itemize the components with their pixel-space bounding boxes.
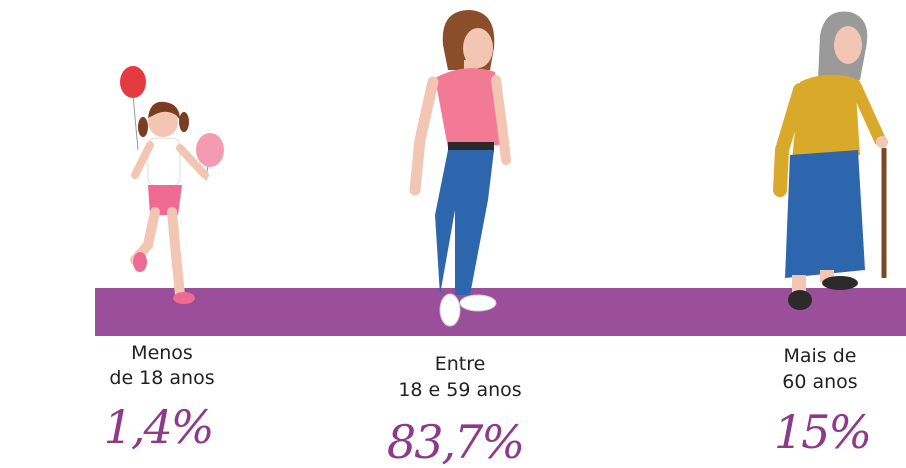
child-figure bbox=[120, 66, 224, 304]
group-percent: 83,7% bbox=[387, 415, 523, 468]
group-label: de 18 anos bbox=[109, 367, 214, 389]
group-percent: 1,4% bbox=[104, 400, 213, 454]
group-label: 60 anos bbox=[782, 371, 857, 393]
elderly-figure bbox=[773, 11, 888, 310]
woman-figure bbox=[409, 10, 511, 327]
group-label: Mais de bbox=[783, 345, 856, 367]
floor-band bbox=[95, 288, 906, 336]
group-label: Menos bbox=[131, 342, 193, 364]
group-label: Entre bbox=[435, 353, 486, 375]
group-label: 18 e 59 anos bbox=[398, 379, 521, 401]
group-percent: 15% bbox=[774, 405, 870, 459]
